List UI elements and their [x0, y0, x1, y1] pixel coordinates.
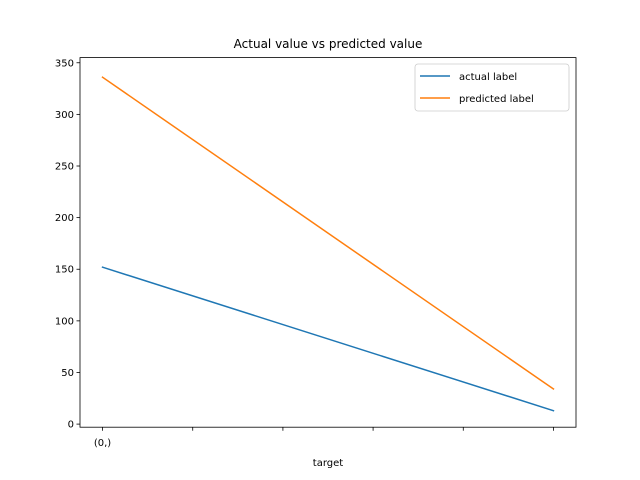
plot-frame [79, 57, 577, 428]
plot-content [101, 76, 555, 412]
x-axis-label: target [313, 458, 343, 469]
legend: actual label predicted label [414, 63, 570, 112]
y-tick-label: 200 [55, 213, 74, 224]
legend-label: predicted label [459, 94, 534, 105]
series-line [101, 266, 555, 412]
chart-title: Actual value vs predicted value [234, 37, 423, 51]
y-tick-label: 350 [55, 58, 74, 69]
legend-box [414, 63, 570, 112]
y-tick-label: 0 [68, 420, 74, 431]
y-tick-label: 150 [55, 265, 74, 276]
y-tick-label: 100 [55, 316, 74, 327]
x-tick-label: (0,) [94, 438, 111, 449]
legend-label: actual label [459, 72, 517, 83]
y-tick-label: 300 [55, 110, 74, 121]
y-tick-label: 250 [55, 162, 74, 173]
y-axis: 0 50 100 150 200 250 300 350 [55, 58, 80, 431]
x-axis: (0,) [94, 427, 554, 449]
y-tick-label: 50 [61, 368, 74, 379]
series-line [101, 76, 555, 391]
